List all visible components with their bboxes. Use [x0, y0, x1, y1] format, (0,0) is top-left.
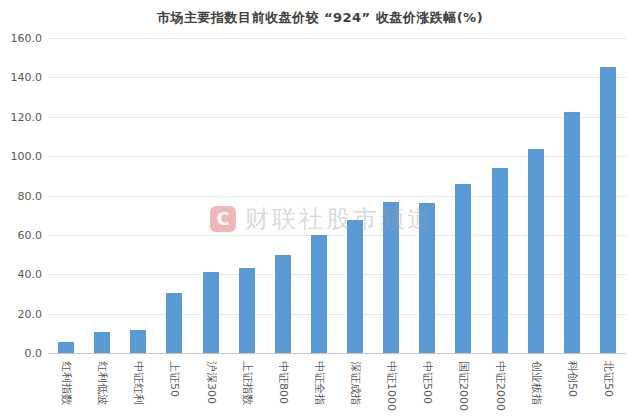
- x-tick-label: 科创50: [565, 361, 579, 397]
- bar: [203, 272, 219, 353]
- bar: [94, 332, 110, 353]
- watermark-text: 财联社股市频道: [245, 203, 434, 235]
- x-tick-label: 中证红利: [131, 361, 145, 405]
- x-axis: 红利指数 红利低波 中证红利 上证50 沪深300 上证指数 中证800 中证全指 深证成指 中证…: [48, 359, 626, 420]
- y-tick-label: 100.0: [0, 150, 42, 164]
- gridline: [48, 117, 626, 118]
- bar: [130, 330, 146, 353]
- x-tick-label: 红利低波: [95, 361, 109, 405]
- x-tick-label: 中证500: [420, 361, 434, 404]
- plot-area: [48, 39, 626, 354]
- bar: [528, 149, 544, 353]
- y-tick-label: 60.0: [0, 229, 42, 243]
- bar: [311, 235, 327, 353]
- y-tick-label: 80.0: [0, 190, 42, 204]
- bar-chart: 市场主要指数目前收盘价较 “924” 收盘价涨跌幅(%) C 财联社股市频道 红…: [0, 0, 640, 420]
- watermark: C 财联社股市频道: [210, 203, 434, 235]
- bar: [564, 112, 580, 353]
- chart-title: 市场主要指数目前收盘价较 “924” 收盘价涨跌幅(%): [0, 9, 640, 27]
- x-tick-label: 创业板指: [529, 361, 543, 405]
- bar: [166, 293, 182, 353]
- x-tick-label: 北证50: [601, 361, 615, 397]
- x-axis-baseline: [48, 353, 626, 354]
- bar: [58, 342, 74, 353]
- y-tick-label: 140.0: [0, 71, 42, 85]
- bar: [347, 220, 363, 353]
- x-tick-label: 沪深300: [204, 361, 218, 404]
- x-tick-label: 中证2000: [493, 361, 507, 411]
- cailianshe-logo-icon: C: [210, 206, 236, 232]
- bar: [275, 255, 291, 353]
- x-tick-label: 上证指数: [240, 361, 254, 405]
- y-tick-label: 160.0: [0, 32, 42, 46]
- x-tick-label: 国证2000: [456, 361, 470, 411]
- bar: [455, 184, 471, 353]
- y-tick-label: 120.0: [0, 111, 42, 125]
- y-tick-label: 40.0: [0, 268, 42, 282]
- x-tick-label: 深证成指: [348, 361, 362, 405]
- gridline: [48, 38, 626, 39]
- x-tick-label: 红利指数: [59, 361, 73, 405]
- bar: [600, 67, 616, 353]
- x-tick-label: 中证1000: [384, 361, 398, 411]
- bar: [239, 268, 255, 353]
- y-tick-label: 0.0: [0, 347, 42, 361]
- x-tick-label: 上证50: [167, 361, 181, 397]
- bar: [492, 168, 508, 353]
- y-tick-label: 20.0: [0, 308, 42, 322]
- x-tick-label: 中证全指: [312, 361, 326, 405]
- x-tick-label: 中证800: [276, 361, 290, 404]
- gridline: [48, 77, 626, 78]
